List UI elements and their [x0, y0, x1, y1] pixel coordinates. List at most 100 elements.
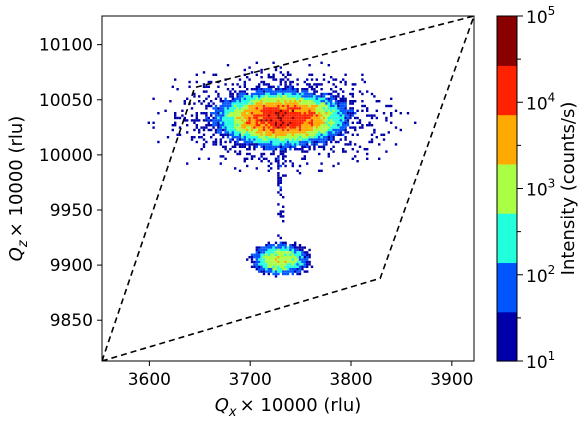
heatmap-cell	[229, 138, 232, 141]
heatmap-cell	[270, 148, 273, 151]
heatmap-cell	[318, 169, 321, 172]
heatmap-cell	[277, 272, 280, 276]
heatmap-cell	[265, 90, 268, 93]
heatmap-cell	[277, 172, 280, 175]
heatmap-cell	[238, 169, 242, 172]
heatmap-cell	[289, 246, 292, 249]
heatmap-cell	[385, 104, 388, 108]
heatmap-cell	[279, 268, 282, 271]
heatmap-cell	[270, 248, 273, 252]
heatmap-cell	[294, 140, 297, 144]
heatmap-cell	[272, 136, 275, 139]
heatmap-cell	[282, 143, 285, 146]
heatmap-cell	[282, 95, 285, 98]
heatmap-cell	[255, 104, 258, 108]
heatmap-cell	[260, 109, 263, 112]
heatmap-cell	[334, 102, 338, 105]
heatmap-cell	[255, 138, 258, 141]
heatmap-cell	[279, 97, 282, 100]
heatmap-cell	[255, 128, 258, 132]
heatmap-cell	[296, 133, 299, 136]
heatmap-cell	[308, 256, 311, 259]
heatmap-cell	[262, 248, 266, 252]
heatmap-cell	[277, 114, 280, 117]
heatmap-cell	[356, 116, 359, 120]
heatmap-cell	[270, 246, 273, 249]
heatmap-cell	[267, 100, 270, 103]
heatmap-cell	[342, 148, 345, 151]
heatmap-cell	[246, 97, 249, 100]
heatmap-cell	[255, 92, 258, 96]
heatmap-cell	[243, 92, 246, 96]
heatmap-cell	[301, 100, 304, 103]
heatmap-cell	[210, 119, 213, 122]
heatmap-cell	[243, 128, 246, 132]
heatmap-cell	[284, 148, 287, 151]
heatmap-cell	[298, 128, 302, 132]
heatmap-cell	[241, 121, 244, 124]
heatmap-cell	[205, 85, 208, 88]
heatmap-cell	[267, 126, 270, 129]
heatmap-cell	[270, 114, 273, 117]
heatmap-cell	[306, 263, 309, 266]
heatmap-cell	[303, 150, 306, 153]
x-tick-label: 3800	[329, 370, 372, 390]
heatmap-cell	[238, 131, 242, 134]
heatmap-cell	[248, 114, 251, 117]
heatmap-cell	[272, 270, 275, 273]
heatmap-cell	[265, 121, 268, 124]
heatmap-cell	[222, 100, 225, 103]
heatmap-cell	[207, 102, 210, 105]
heatmap-cell	[231, 145, 234, 148]
heatmap-cell	[262, 90, 266, 93]
heatmap-cell	[308, 109, 311, 112]
heatmap-cell	[349, 114, 352, 117]
heatmap-cell	[282, 152, 285, 156]
heatmap-cell	[258, 124, 261, 127]
heatmap-cell	[243, 140, 246, 144]
y-tick-label: 9900	[50, 256, 93, 276]
heatmap-cell	[284, 143, 287, 146]
heatmap-cell	[318, 116, 321, 120]
heatmap-cell	[282, 148, 285, 151]
heatmap-cell	[332, 102, 335, 105]
heatmap-cell	[349, 112, 352, 115]
heatmap-cell	[253, 126, 256, 129]
heatmap-cell	[330, 131, 333, 134]
heatmap-cell	[250, 126, 254, 129]
heatmap-cell	[248, 66, 251, 69]
heatmap-cell	[279, 210, 282, 213]
heatmap-cell	[354, 116, 357, 120]
heatmap-cell	[313, 136, 316, 139]
heatmap-cell	[284, 131, 287, 134]
colorbar-segment	[497, 16, 517, 66]
heatmap-cell	[375, 136, 378, 139]
heatmap-cell	[279, 258, 282, 261]
heatmap-cell	[279, 263, 282, 266]
heatmap-cell	[238, 133, 242, 136]
heatmap-cell	[294, 270, 297, 273]
heatmap-cell	[277, 112, 280, 115]
heatmap-cell	[284, 88, 287, 91]
heatmap-cell	[308, 128, 311, 132]
heatmap-cell	[253, 138, 256, 141]
heatmap-cell	[308, 102, 311, 105]
heatmap-cell	[246, 131, 249, 134]
heatmap-cell	[390, 112, 393, 115]
heatmap-cell	[394, 143, 398, 146]
heatmap-cell	[308, 126, 311, 129]
heatmap-cell	[286, 121, 290, 124]
heatmap-cell	[320, 121, 323, 124]
heatmap-cell	[334, 112, 338, 115]
heatmap-cell	[214, 114, 218, 117]
heatmap-cell	[298, 256, 302, 259]
heatmap-cell	[327, 155, 330, 158]
heatmap-cell	[219, 126, 222, 129]
heatmap-cell	[342, 109, 345, 112]
heatmap-cell	[274, 136, 278, 139]
heatmap-cell	[267, 241, 270, 244]
heatmap-cell	[277, 100, 280, 103]
heatmap-cell	[226, 102, 230, 105]
heatmap-cell	[339, 100, 342, 103]
heatmap-cell	[320, 131, 323, 134]
